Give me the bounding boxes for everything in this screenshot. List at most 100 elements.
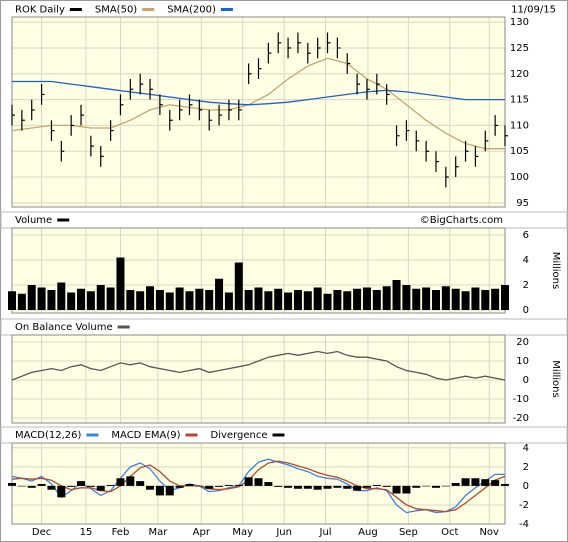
y-tick-label: -10 [513,394,529,405]
volume-bar [215,278,224,310]
divergence-bar [313,485,322,490]
divergence-bar [96,485,105,491]
legend-label: Divergence [211,430,268,441]
volume-bar [313,287,322,310]
divergence-bar [323,485,332,489]
volume-bar [126,290,135,310]
divergence-bar [47,485,56,490]
x-tick-label: Sep [399,527,418,538]
y-tick-label: -20 [513,413,529,424]
volume-bar [422,287,431,310]
divergence-bar [205,485,214,489]
divergence-bar [303,485,312,489]
divergence-bar [412,485,421,488]
divergence-bar [392,485,401,494]
y-tick-label: 4 [523,443,529,454]
volume-bar [451,288,460,310]
y-tick-label: 130 [510,17,529,28]
volume-bar [146,286,155,310]
divergence-bar [175,485,184,488]
volume-bar [323,293,332,310]
divergence-bar [116,478,125,486]
y-tick-label: 0 [523,375,529,386]
volume-bar [27,285,36,310]
divergence-bar [77,481,86,486]
credit: ©BigCharts.com [420,215,503,226]
divergence-bar [382,485,391,487]
divergence-bar [481,479,490,486]
y-tick-label: 95 [516,198,529,209]
obv-line [11,350,506,381]
divergence-bar [254,478,263,486]
volume-bar [412,288,421,310]
divergence-bar [126,476,135,486]
date: 11/09/15 [511,5,556,16]
y-tick-label: 100 [510,172,529,183]
volume-bar [461,291,470,310]
volume-bar [96,285,105,310]
divergence-bar [146,485,155,490]
divergence-bar [264,482,273,486]
legend-label: ROK Daily [15,5,65,16]
plot-border [11,227,506,314]
plot-border [11,334,506,424]
volume-bar [441,286,450,310]
volume-bar [362,287,371,310]
volume-bar [8,291,16,310]
divergence-bar [17,485,26,487]
divergence-bar [224,484,233,486]
volume-bar [165,292,174,310]
sma-line [11,57,505,150]
divergence-bar [195,485,204,487]
legend-label: SMA(200) [167,5,216,16]
y-tick-label: 105 [510,146,529,157]
volume-bar [303,291,312,310]
x-tick-label: 15 [80,527,93,538]
x-tick-label: Feb [112,527,130,538]
volume-bar [343,291,352,310]
divergence-bar [491,480,500,486]
y-tick-label: 6 [523,230,529,241]
volume-bar [155,290,164,310]
x-tick-label: May [232,527,253,538]
volume-bar [382,286,391,310]
divergence-bar [441,485,450,487]
x-tick-label: Oct [441,527,458,538]
volume-bar [195,288,204,310]
divergence-bar [86,485,95,487]
volume-bar [224,292,233,310]
divergence-bar [274,485,283,487]
volume-bar [481,290,490,310]
y-axis-label: Millions [550,252,561,289]
divergence-bar [471,478,480,486]
divergence-bar [67,485,76,487]
y-tick-label: 125 [510,43,529,54]
volume-bar [491,288,500,310]
divergence-bar [333,485,342,488]
divergence-bar [37,483,46,486]
x-tick-label: Aug [358,527,378,538]
volume-bar [284,292,293,310]
volume-bar [106,287,115,310]
legend-label: Volume [15,215,52,226]
sma-line [12,80,505,106]
volume-bar [244,290,253,310]
y-tick-label: 2 [523,462,529,473]
volume-bar [402,285,411,310]
volume-bar [372,290,381,310]
volume-bar [353,288,362,310]
volume-bar [136,291,145,310]
y-axis-label: Millions [550,360,561,397]
volume-bar [175,287,184,310]
x-tick-label: Nov [479,527,499,538]
x-tick-label: Jun [275,527,292,538]
x-tick-label: Dec [32,527,51,538]
x-tick-label: Jul [319,527,332,538]
volume-bar [116,257,125,310]
y-tick-label: 2 [523,280,529,291]
volume-bar [37,287,46,310]
divergence-bar [155,485,164,496]
divergence-bar [136,481,145,486]
divergence-bar [234,484,243,486]
